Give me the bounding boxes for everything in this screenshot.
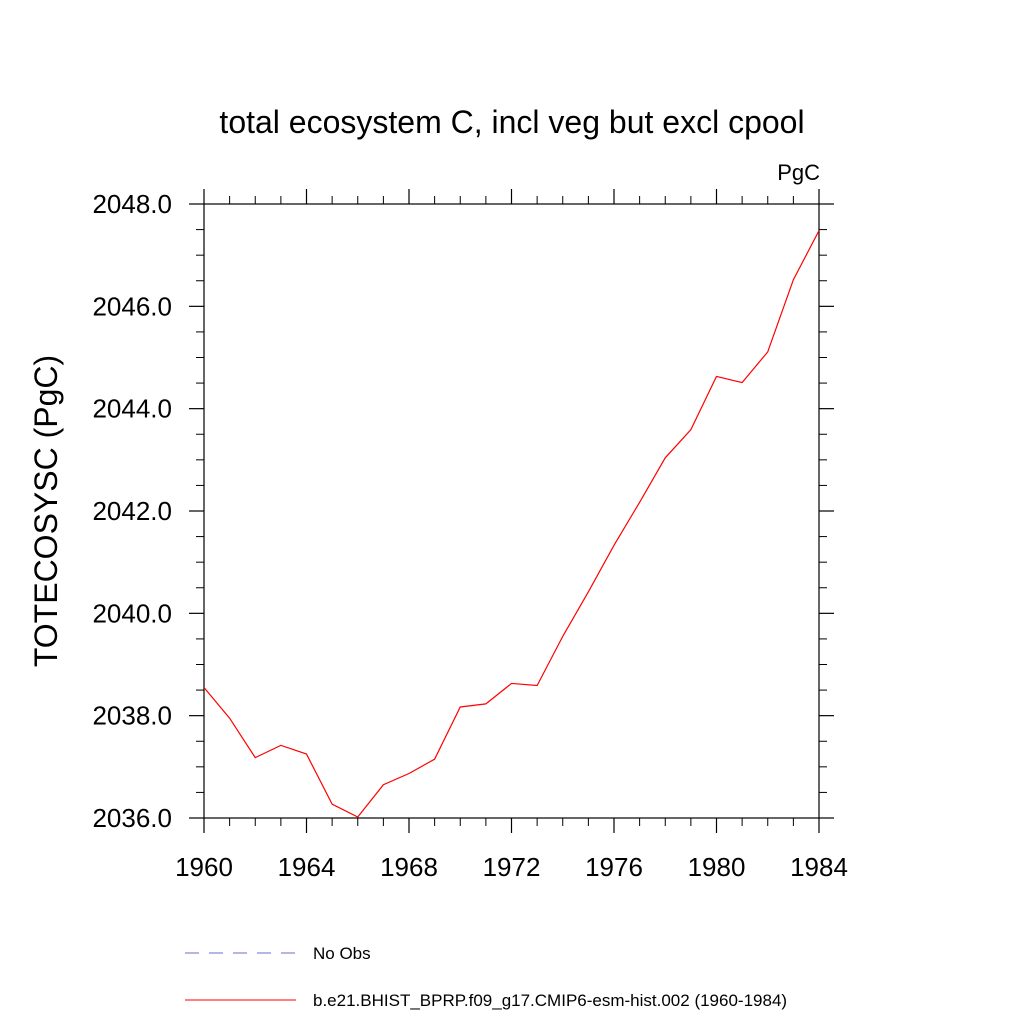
y-tick-label: 2040.0 <box>92 598 172 628</box>
y-axis-label: TOTECOSYSC (PgC) <box>28 355 64 667</box>
x-tick-label: 1968 <box>380 852 438 882</box>
series-lines <box>203 230 820 818</box>
series-line-1 <box>203 230 820 818</box>
x-tick-label: 1984 <box>790 852 848 882</box>
x-tick-label: 1976 <box>585 852 643 882</box>
y-tick-label: 2048.0 <box>92 189 172 219</box>
y-tick-label: 2044.0 <box>92 394 172 424</box>
legend: No Obs b.e21.BHIST_BPRP.f09_g17.CMIP6-es… <box>185 944 787 1010</box>
x-tick-label: 1980 <box>688 852 746 882</box>
legend-label-no-obs: No Obs <box>313 944 371 963</box>
plot-frame <box>203 203 820 819</box>
x-tick-label: 1960 <box>175 852 233 882</box>
y-tick-labels: 2036.0 2038.0 2040.0 2042.0 2044.0 2046.0 2048… <box>92 189 172 833</box>
axis-ticks <box>189 189 834 833</box>
y-tick-label: 2042.0 <box>92 496 172 526</box>
x-tick-labels: 1960 1964 1968 1972 1976 1980 1984 <box>175 852 848 882</box>
y-tick-label: 2038.0 <box>92 701 172 731</box>
legend-label-model: b.e21.BHIST_BPRP.f09_g17.CMIP6-esm-hist.… <box>313 991 787 1010</box>
y-tick-label: 2036.0 <box>92 803 172 833</box>
x-tick-label: 1964 <box>278 852 336 882</box>
units-label: PgC <box>777 160 820 185</box>
x-tick-label: 1972 <box>483 852 541 882</box>
chart-title: total ecosystem C, incl veg but excl cpo… <box>219 104 804 140</box>
y-tick-label: 2046.0 <box>92 291 172 321</box>
